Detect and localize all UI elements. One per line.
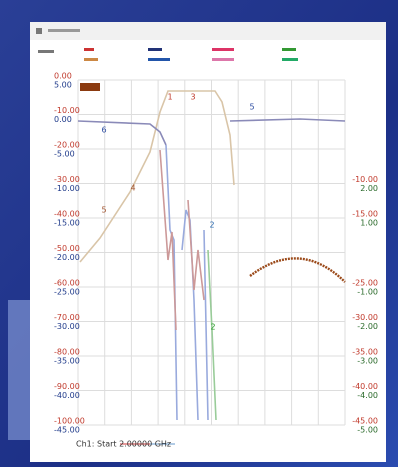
marker-label: 4: [130, 184, 135, 193]
right-axis-label: -25.00: [352, 279, 378, 288]
status-item: [84, 58, 98, 61]
status-row: [38, 48, 298, 61]
status-item: [212, 58, 234, 61]
marker-label: 5: [101, 206, 106, 215]
left-axis-label: -70.00: [54, 313, 80, 322]
marker-label: 6: [101, 126, 106, 135]
marker-label: 3: [190, 93, 195, 102]
grid: [77, 79, 346, 426]
trace-dips-2: [159, 149, 205, 331]
left-axis-label: 0.00: [54, 72, 72, 81]
marker-label: 2: [209, 221, 214, 230]
right-axis-label: 1.00: [360, 219, 378, 228]
left-axis-label: -10.00: [54, 106, 80, 115]
window-icon: [36, 28, 42, 34]
trace-brown: [249, 257, 346, 283]
status-item: [84, 48, 94, 51]
right-axis-label: -40.00: [352, 382, 378, 391]
right-axis-label: -45.00: [352, 417, 378, 426]
left-axis-label: -45.00: [54, 426, 80, 435]
trace-dips-3: [207, 249, 217, 421]
status-item: [282, 58, 298, 61]
status-item: [212, 48, 234, 51]
status-item: [148, 58, 170, 61]
left-axis-label: -100.00: [54, 417, 85, 426]
right-axis-label: -10.00: [352, 175, 378, 184]
left-axis-label: -10.00: [54, 184, 80, 193]
traces: [77, 90, 346, 421]
window-title: [48, 29, 80, 32]
trace-transmission: [79, 90, 235, 263]
right-axis-label: -35.00: [352, 348, 378, 357]
status-item: [38, 50, 54, 53]
right-axis-label: -1.00: [357, 288, 378, 297]
right-axis-label: -5.00: [357, 426, 378, 435]
marker-label: 5: [249, 103, 254, 112]
left-axis-label: -5.00: [54, 150, 75, 159]
left-axis-label: -50.00: [54, 244, 80, 253]
status-item: [282, 48, 296, 51]
right-axis-label: 2.00: [360, 184, 378, 193]
left-axis-label: -25.00: [54, 288, 80, 297]
left-axis-label: -40.00: [54, 210, 80, 219]
left-axis-label: 0.00: [54, 115, 72, 124]
right-axis-label: -2.00: [357, 322, 378, 331]
left-axis-label: -40.00: [54, 391, 80, 400]
left-axis-label: -60.00: [54, 279, 80, 288]
footer: Ch1: Start 2.00000 GHz: [76, 440, 171, 449]
right-axis-label: -4.00: [357, 391, 378, 400]
trace-reflection: [77, 118, 346, 146]
left-axis-label: -30.00: [54, 322, 80, 331]
right-axis-label: -30.00: [352, 313, 378, 322]
left-axis-label: -35.00: [54, 357, 80, 366]
right-axis-label: -15.00: [352, 210, 378, 219]
marker-label: 2: [210, 323, 215, 332]
right-axis-label: -3.00: [357, 357, 378, 366]
left-axis-label: -15.00: [54, 219, 80, 228]
status-item: [148, 48, 162, 51]
title-bar: [30, 22, 386, 40]
labels: 0.005.00-10.000.00-20.00-5.00-30.00-10.0…: [54, 72, 378, 435]
left-axis-label: -20.00: [54, 141, 80, 150]
left-axis-label: -30.00: [54, 175, 80, 184]
left-axis-label: -20.00: [54, 253, 80, 262]
reference-block: [80, 83, 100, 91]
left-axis-label: -90.00: [54, 382, 80, 391]
left-axis-label: 5.00: [54, 81, 72, 90]
left-axis-label: -80.00: [54, 348, 80, 357]
marker-label: 1: [167, 93, 172, 102]
